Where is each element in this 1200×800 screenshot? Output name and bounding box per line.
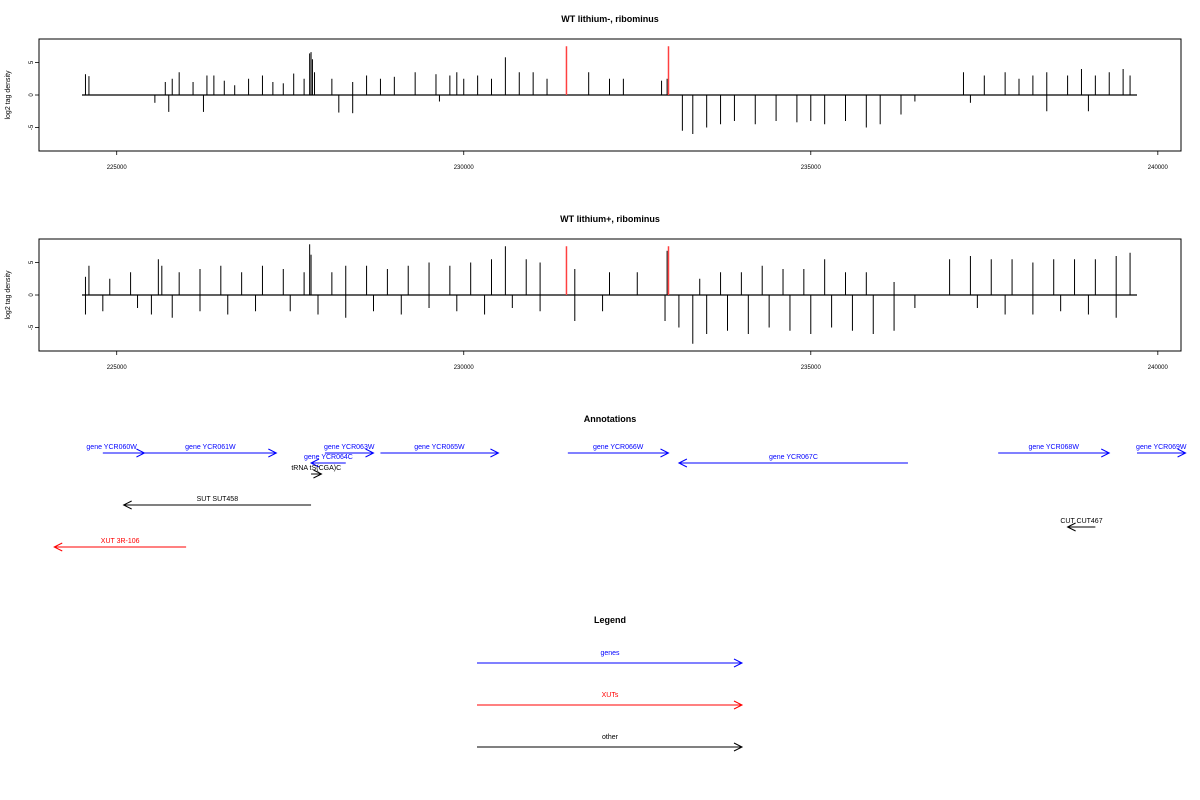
annotation-label: gene YCR064C <box>304 454 353 461</box>
annotations-title: Annotations <box>584 414 637 424</box>
annotation-arrowhead <box>660 448 670 458</box>
annotation-arrowhead <box>490 448 500 458</box>
annotation-label: tRNA tS(CGA)C <box>291 465 341 472</box>
annotation-arrowhead <box>313 469 323 479</box>
panel-title: WT lithium+, ribominus <box>560 214 660 224</box>
annotation-arrowhead <box>53 542 63 552</box>
annotation-arrowhead <box>268 448 278 458</box>
legend-label: genes <box>600 650 620 657</box>
x-tick-label: 225000 <box>107 165 128 171</box>
annotation-label: gene YCR069W <box>1136 444 1187 451</box>
track-panel-lithium-minus: WT lithium-, ribominus log2 tag density … <box>5 14 1182 171</box>
legend-label: other <box>602 734 619 741</box>
y-tick-label: -5 <box>29 324 35 330</box>
annotation-arrowhead <box>1101 448 1111 458</box>
annotations-panel: Annotations gene YCR060W gene YCR061W gene… <box>53 414 1187 552</box>
x-tick-label: 225000 <box>107 365 128 371</box>
y-axis-label: log2 tag density <box>5 270 12 320</box>
annotation-label: SUT SUT458 <box>197 496 239 503</box>
annotation-arrowhead <box>122 500 132 510</box>
annotation-label: gene YCR060W <box>86 444 137 451</box>
legend-arrowhead <box>733 742 744 752</box>
y-axis-label: log2 tag density <box>5 70 12 120</box>
legend-label: XUTs <box>602 692 619 699</box>
annotation-arrowhead <box>309 458 320 468</box>
x-tick-label: 230000 <box>454 165 475 171</box>
annotation-label: gene YCR063W <box>324 444 375 451</box>
annotation-label: gene YCR065W <box>414 444 465 451</box>
annotation-arrowhead <box>677 458 688 468</box>
annotation-label: gene YCR061W <box>185 444 236 451</box>
track-panel-lithium-plus: WT lithium+, ribominus log2 tag density … <box>5 214 1182 371</box>
legend-arrowhead <box>733 700 744 710</box>
y-tick-label: 5 <box>29 260 35 264</box>
x-tick-label: 240000 <box>1148 165 1169 171</box>
annotation-label: gene YCR066W <box>593 444 644 451</box>
x-tick-label: 235000 <box>801 365 822 371</box>
legend-title: Legend <box>594 615 626 625</box>
annotation-arrowhead <box>365 448 375 458</box>
legend-arrowhead <box>733 658 744 668</box>
annotation-arrowhead <box>1066 522 1076 532</box>
y-tick-label: 0 <box>29 93 35 97</box>
y-tick-label: 5 <box>29 60 35 64</box>
annotation-label: CUT CUT467 <box>1060 518 1102 525</box>
annotation-label: XUT 3R-106 <box>101 538 140 545</box>
annotation-arrowhead <box>1177 448 1187 458</box>
x-tick-label: 240000 <box>1148 365 1169 371</box>
y-tick-label: 0 <box>29 293 35 297</box>
annotation-label: gene YCR067C <box>769 454 818 461</box>
panel-title: WT lithium-, ribominus <box>561 14 659 24</box>
x-tick-label: 235000 <box>801 165 822 171</box>
x-tick-label: 230000 <box>454 365 475 371</box>
y-tick-label: -5 <box>29 124 35 130</box>
legend: Legend genes XUTs other <box>477 615 744 752</box>
annotation-label: gene YCR068W <box>1028 444 1079 451</box>
